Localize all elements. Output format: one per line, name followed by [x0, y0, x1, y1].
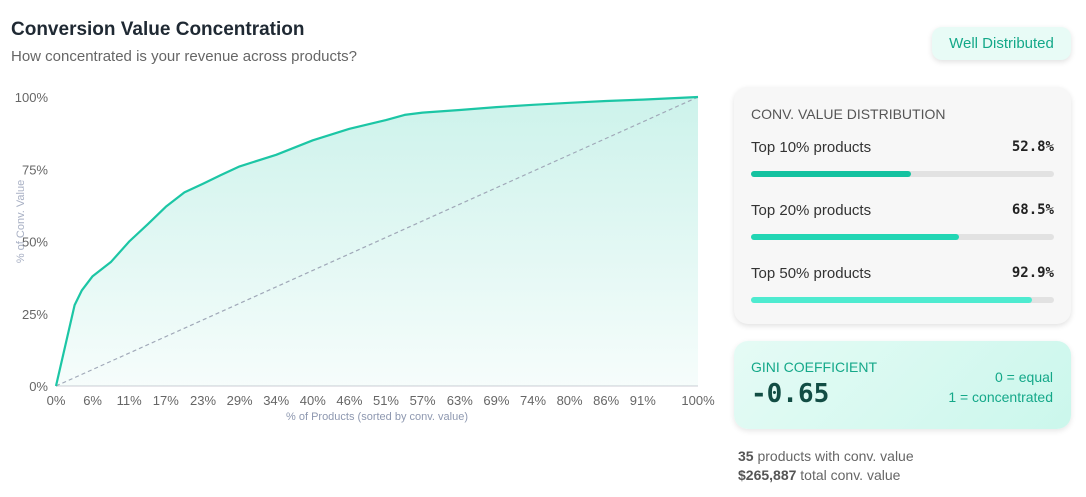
y-axis-label: % of Conv. Value — [15, 180, 27, 263]
x-tick-label: 46% — [336, 393, 362, 408]
y-tick-label: 0% — [29, 379, 48, 394]
x-tick-label: 34% — [263, 393, 289, 408]
distribution-status-badge: Well Distributed — [932, 27, 1071, 60]
progress-track — [751, 297, 1054, 303]
x-tick-label: 23% — [190, 393, 216, 408]
gini-legend-equal: 0 = equal — [995, 369, 1053, 385]
page-title: Conversion Value Concentration — [11, 19, 305, 40]
distribution-title: CONV. VALUE DISTRIBUTION — [751, 106, 946, 122]
x-tick-label: 63% — [447, 393, 473, 408]
x-tick-label: 86% — [593, 393, 619, 408]
progress-track — [751, 234, 1054, 240]
total-value: $265,887 — [738, 467, 797, 483]
x-tick-label: 29% — [227, 393, 253, 408]
row-value: 52.8% — [1011, 139, 1054, 155]
page-subtitle: How concentrated is your revenue across … — [11, 48, 358, 65]
row-label: Top 10% products — [751, 139, 872, 156]
gini-legend-concentrated: 1 = concentrated — [948, 389, 1053, 405]
total-value-label: total conv. value — [796, 467, 901, 483]
progress-track — [751, 171, 1054, 177]
y-tick-label: 25% — [22, 307, 48, 322]
x-tick-label: 74% — [520, 393, 546, 408]
lorenz-curve-chart: 0% 25% 50% 75% 100% 0% 6% 11% 17% 23% 29% 34% 40% 46%… — [15, 90, 715, 423]
row-value: 92.9% — [1011, 265, 1054, 281]
x-tick-label: 40% — [300, 393, 326, 408]
distribution-row: Top 20% products 68.5% — [751, 202, 1054, 240]
product-count-label: products with conv. value — [753, 448, 914, 464]
gini-value: -0.65 — [751, 379, 830, 409]
row-label: Top 50% products — [751, 265, 872, 282]
equality-line — [55, 96, 699, 387]
x-tick-label: 17% — [153, 393, 179, 408]
progress-fill — [751, 297, 1033, 303]
x-tick-label: 51% — [373, 393, 399, 408]
x-tick-label: 80% — [557, 393, 583, 408]
row-label: Top 20% products — [751, 202, 872, 219]
progress-fill — [751, 234, 959, 240]
x-tick-label: 100% — [681, 393, 715, 408]
row-value: 68.5% — [1011, 202, 1054, 218]
distribution-row: Top 10% products 52.8% — [751, 139, 1054, 177]
x-tick-label: 91% — [630, 393, 656, 408]
x-axis-label: % of Products (sorted by conv. value) — [286, 411, 468, 423]
y-tick-label: 50% — [22, 235, 48, 250]
gini-title: GINI COEFFICIENT — [751, 359, 877, 375]
distribution-card: CONV. VALUE DISTRIBUTION Top 10% product… — [734, 87, 1071, 324]
x-tick-label: 69% — [483, 393, 509, 408]
x-tick-label: 6% — [83, 393, 102, 408]
x-tick-label: 0% — [47, 393, 66, 408]
x-tick-label: 57% — [410, 393, 436, 408]
y-tick-label: 100% — [15, 90, 49, 105]
progress-fill — [751, 171, 911, 177]
gini-card: GINI COEFFICIENT -0.65 0 = equal 1 = con… — [734, 341, 1071, 429]
lorenz-curve-line — [54, 95, 699, 387]
x-tick-label: 11% — [117, 393, 142, 408]
product-count: 35 — [738, 448, 754, 464]
gini-legend: 0 = equal 1 = concentrated — [948, 367, 1053, 407]
summary-stats: 35 products with conv. value $265,887 to… — [738, 447, 914, 485]
y-tick-label: 75% — [22, 162, 48, 177]
distribution-row: Top 50% products 92.9% — [751, 265, 1054, 303]
